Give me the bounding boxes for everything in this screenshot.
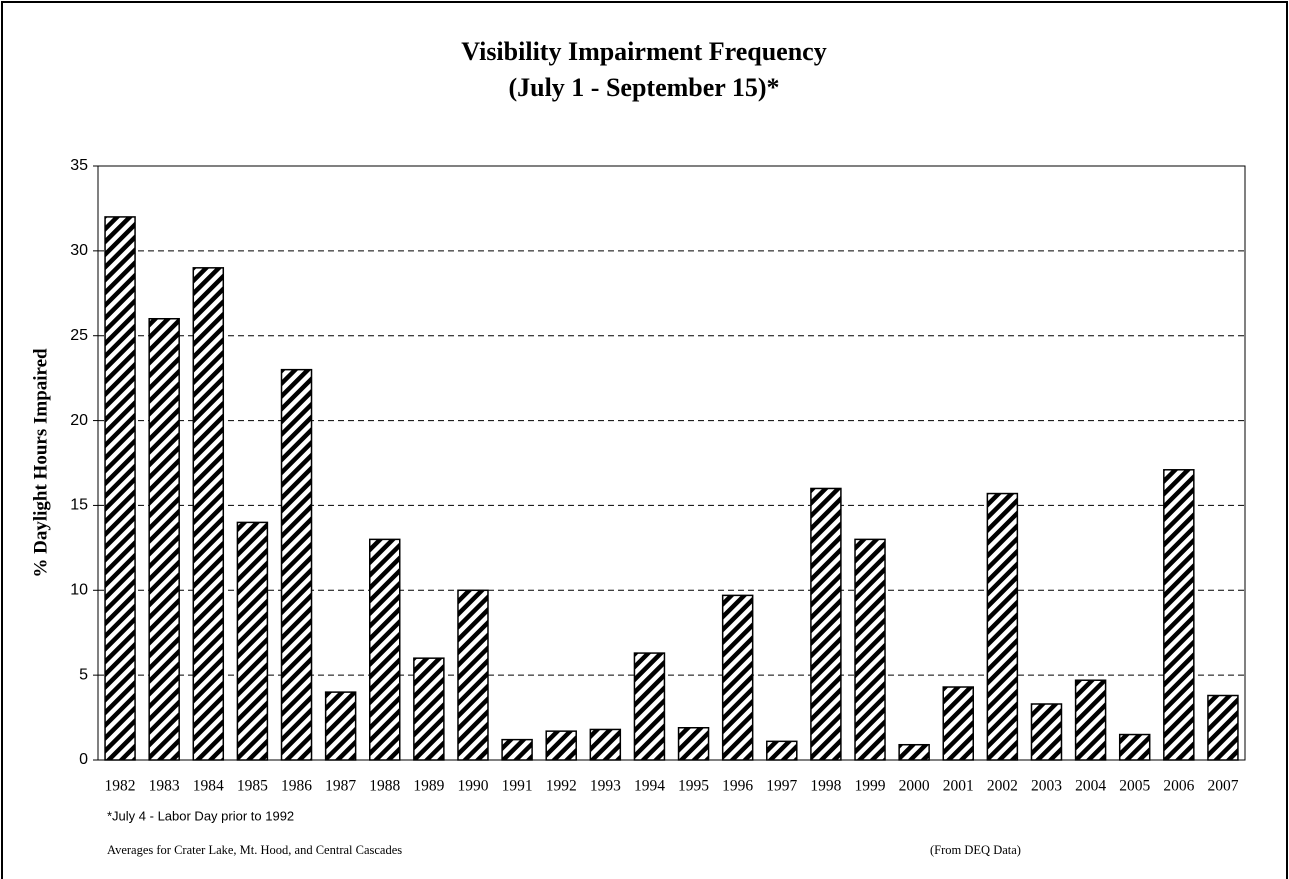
bar <box>766 740 798 761</box>
x-tick-label: 1998 <box>810 778 841 795</box>
bar <box>986 492 1019 761</box>
x-tick-label: 2001 <box>943 778 974 795</box>
x-tick-label: 1995 <box>678 778 709 795</box>
x-tick-label: 1996 <box>722 778 753 795</box>
bar <box>810 487 842 761</box>
x-tick-label: 2005 <box>1119 778 1150 795</box>
y-tick-label: 20 <box>70 412 88 429</box>
x-tick-label: 1993 <box>590 778 621 795</box>
x-tick-label: 1992 <box>546 778 577 795</box>
x-tick-label: 2000 <box>899 778 930 795</box>
x-tick-label: 2004 <box>1075 778 1106 795</box>
y-tick-label: 15 <box>70 497 88 514</box>
bar <box>545 730 577 761</box>
bar <box>192 267 225 761</box>
footnote: *July 4 - Labor Day prior to 1992 <box>107 808 294 823</box>
y-tick-label: 10 <box>70 582 88 599</box>
bar <box>104 216 136 761</box>
x-tick-label: 2002 <box>987 778 1018 795</box>
x-tick-label: 1997 <box>766 778 797 795</box>
x-tick-label: 1994 <box>634 778 665 795</box>
bar <box>1030 703 1063 761</box>
y-tick-label: 25 <box>70 327 88 344</box>
bar <box>457 589 489 761</box>
bar <box>1118 733 1151 761</box>
bar <box>1074 679 1107 761</box>
x-tick-label: 1984 <box>193 778 224 795</box>
x-tick-label: 1999 <box>855 778 886 795</box>
chart-subtitle: (July 1 - September 15)* <box>508 73 779 102</box>
x-tick-label: 1991 <box>502 778 533 795</box>
bar <box>501 738 533 761</box>
y-tick-label: 5 <box>79 666 88 683</box>
bar <box>236 521 269 761</box>
y-axis-label: % Daylight Hours Impaired <box>30 348 51 578</box>
x-tick-label: 1986 <box>281 778 312 795</box>
bar <box>898 743 930 761</box>
y-tick-label: 35 <box>70 157 88 174</box>
x-tick-label: 1987 <box>325 778 356 795</box>
x-tick-label: 2003 <box>1031 778 1062 795</box>
bar <box>721 594 754 761</box>
x-tick-label: 1990 <box>457 778 488 795</box>
bar <box>854 538 886 761</box>
x-tick-label: 1988 <box>369 778 400 795</box>
x-tick-label: 1982 <box>105 778 136 795</box>
y-tick-label: 30 <box>70 242 88 259</box>
chart-title: Visibility Impairment Frequency <box>461 37 826 66</box>
bar <box>280 368 313 761</box>
x-tick-label: 1983 <box>149 778 180 795</box>
bar <box>677 727 710 761</box>
y-tick-label: 0 <box>79 751 88 768</box>
bar <box>369 538 401 761</box>
bar <box>942 686 974 761</box>
bar <box>1207 694 1239 761</box>
bar <box>589 728 622 761</box>
source-note: (From DEQ Data) <box>930 843 1021 857</box>
bar <box>633 652 666 761</box>
x-tick-label: 2006 <box>1163 778 1194 795</box>
x-tick-label: 1989 <box>413 778 444 795</box>
bar <box>413 657 445 761</box>
plot-border <box>97 165 1246 761</box>
x-tick-label: 2007 <box>1207 778 1238 795</box>
bar <box>1163 469 1195 761</box>
source-note: Averages for Crater Lake, Mt. Hood, and … <box>107 843 402 857</box>
bar <box>324 691 357 761</box>
bar <box>148 317 180 761</box>
x-tick-label: 1985 <box>237 778 268 795</box>
